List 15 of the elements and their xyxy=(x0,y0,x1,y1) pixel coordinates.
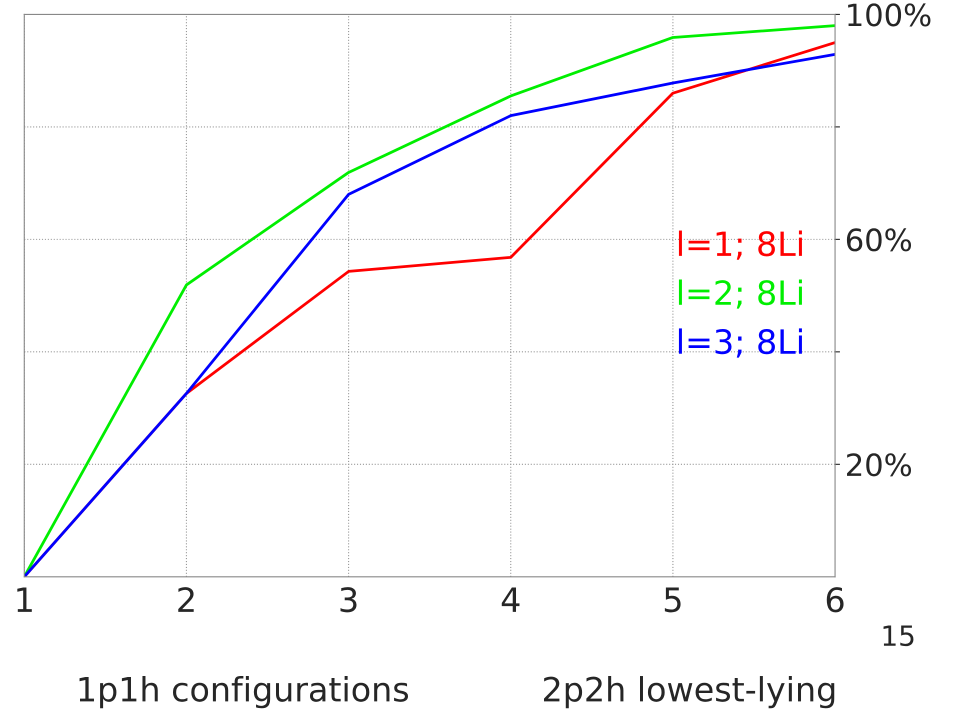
text: l=2; 8Li xyxy=(678,279,802,309)
x-tick-label: 6 xyxy=(826,587,844,612)
x-tick-label: 4 xyxy=(502,588,520,612)
y-tick-label: 60% xyxy=(846,228,912,252)
x-tick-label: 1 xyxy=(17,588,32,612)
y-tick-label: 20% xyxy=(847,453,912,476)
text: 15 xyxy=(884,626,914,646)
x-tick-label: 3 xyxy=(340,587,357,612)
text: l=1; 8Li xyxy=(678,230,802,260)
text: 2p2h lowest-lying xyxy=(544,676,834,708)
text: l=3; 8Li xyxy=(678,328,802,358)
text: 1p1h configurations xyxy=(80,676,408,708)
x-tick-label: 5 xyxy=(664,588,681,612)
y-tick-label: 100% xyxy=(848,3,930,26)
x-tick-label: 2 xyxy=(178,587,194,612)
